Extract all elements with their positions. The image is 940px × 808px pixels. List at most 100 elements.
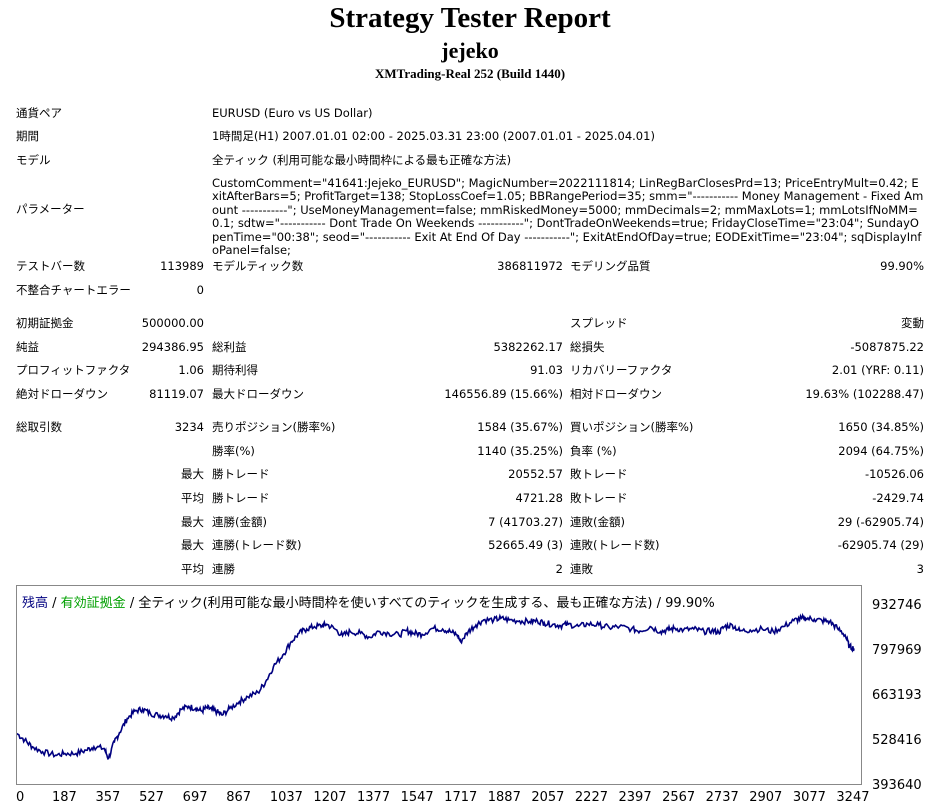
avg-cons-win-label: 連勝 [212, 562, 235, 576]
gross-loss-label: 総損失 [570, 340, 605, 354]
bars-label: テストバー数 [16, 259, 85, 273]
expected-payoff-label: 期待利得 [212, 363, 258, 377]
abs-drawdown-value: 81119.07 [149, 387, 204, 401]
max-cons-cnt-row-label: 最大 [181, 538, 204, 552]
balance-chart-svg [17, 612, 855, 760]
x-tick-label: 3247 [836, 790, 870, 805]
recovery-factor-label: リカバリーファクタ [570, 363, 673, 377]
net-profit-label: 純益 [16, 340, 39, 354]
cons-loss-amt-label: 連敗(金額) [570, 515, 625, 529]
cons-loss-cnt-value: -62905.74 (29) [837, 538, 924, 552]
win-rate-value: 1140 (35.25%) [477, 444, 563, 458]
x-tick-label: 357 [95, 790, 121, 805]
period-value: 1時間足(H1) 2007.01.01 02:00 - 2025.03.31 2… [212, 129, 655, 143]
long-positions-label: 買いポジション(勝率%) [570, 420, 694, 434]
x-tick-label: 2397 [618, 790, 652, 805]
bars-value: 113989 [160, 259, 204, 273]
legend-description: 全ティック(利用可能な最小時間枠を使いすべてのティックを生成する、最も正確な方法… [138, 596, 715, 611]
largest-loss-label: 敗トレード [570, 467, 628, 481]
spread-value: 変動 [901, 316, 924, 330]
legend-equity: 有効証拠金 [60, 596, 126, 611]
rel-drawdown-label: 相対ドローダウン [570, 387, 662, 401]
report-title: Strategy Tester Report [329, 2, 611, 34]
largest-win-value: 20552.57 [508, 467, 563, 481]
legend-balance: 残高 [22, 596, 49, 611]
avg-win-label: 勝トレード [212, 491, 270, 505]
x-tick-label: 2567 [662, 790, 696, 805]
largest-win-label: 勝トレード [212, 467, 270, 481]
avg-cons-loss-label: 連敗 [570, 562, 593, 576]
average-row-label: 平均 [181, 491, 204, 505]
loss-rate-label: 負率 (%) [570, 444, 617, 458]
avg-cons-loss-value: 3 [916, 562, 924, 576]
total-trades-value: 3234 [174, 420, 204, 434]
chart-legend: 残高 / 有効証拠金 / 全ティック(利用可能な最小時間枠を使いすべてのティック… [22, 592, 715, 611]
server-info: XMTrading-Real 252 (Build 1440) [374, 66, 566, 81]
balance-line [17, 612, 855, 760]
mismatch-value: 0 [196, 283, 204, 297]
win-rate-label: 勝率(%) [212, 444, 255, 458]
report-subtitle: jejeko [441, 38, 499, 63]
max-drawdown-label: 最大ドローダウン [212, 387, 304, 401]
avg-win-value: 4721.28 [515, 491, 563, 505]
deposit-label: 初期証拠金 [16, 316, 74, 330]
profit-factor-label: プロフィットファクタ [16, 363, 131, 377]
avg-loss-label: 敗トレード [570, 491, 628, 505]
y-tick-label: 932746 [872, 598, 922, 613]
gross-profit-value: 5382262.17 [493, 340, 563, 354]
x-tick-label: 1717 [444, 790, 478, 805]
legend-separator: / [48, 596, 61, 611]
x-tick-label: 867 [226, 790, 252, 805]
net-profit-value: 294386.95 [141, 340, 204, 354]
cons-win-amt-label: 連勝(金額) [212, 515, 267, 529]
model-label: モデル [16, 153, 51, 167]
quality-value: 99.90% [880, 259, 924, 273]
y-tick-label: 393640 [872, 778, 922, 793]
x-tick-label: 0 [16, 790, 25, 805]
x-tick-label: 3077 [792, 790, 826, 805]
x-tick-label: 2907 [749, 790, 783, 805]
deposit-value: 500000.00 [141, 316, 204, 330]
spread-label: スプレッド [570, 316, 628, 330]
cons-loss-cnt-label: 連敗(トレード数) [570, 538, 660, 552]
avg-cons-row-label: 平均 [181, 562, 204, 576]
x-tick-label: 2227 [574, 790, 608, 805]
x-tick-label: 697 [182, 790, 208, 805]
max-cons-amt-row-label: 最大 [181, 515, 204, 529]
balance-chart [16, 585, 862, 785]
long-positions-value: 1650 (34.85%) [838, 420, 924, 434]
max-drawdown-value: 146556.89 (15.66%) [444, 387, 563, 401]
y-tick-label: 797969 [872, 643, 922, 658]
short-positions-value: 1584 (35.67%) [477, 420, 563, 434]
x-tick-label: 1547 [400, 790, 434, 805]
symbol-label: 通貨ペア [16, 106, 62, 120]
short-positions-label: 売りポジション(勝率%) [212, 420, 336, 434]
x-tick-label: 2057 [531, 790, 565, 805]
cons-loss-amt-value: 29 (-62905.74) [837, 515, 924, 529]
cons-win-amt-value: 7 (41703.27) [488, 515, 563, 529]
period-label: 期間 [16, 129, 39, 143]
profit-factor-value: 1.06 [178, 363, 204, 377]
total-trades-label: 総取引数 [16, 420, 62, 434]
x-tick-label: 1037 [269, 790, 303, 805]
params-value: CustomComment="41641:Jejeko_EURUSD"; Mag… [212, 176, 924, 258]
avg-loss-value: -2429.74 [872, 491, 924, 505]
rel-drawdown-value: 19.63% (102288.47) [805, 387, 924, 401]
model-value: 全ティック (利用可能な最小時間枠による最も正確な方法) [212, 153, 512, 167]
x-tick-label: 1887 [487, 790, 521, 805]
y-tick-label: 663193 [872, 688, 922, 703]
cons-win-cnt-value: 52665.49 (3) [488, 538, 563, 552]
symbol-value: EURUSD (Euro vs US Dollar) [212, 106, 373, 120]
ticks-value: 386811972 [497, 259, 563, 273]
largest-loss-value: -10526.06 [864, 467, 924, 481]
cons-win-cnt-label: 連勝(トレード数) [212, 538, 302, 552]
largest-row-label: 最大 [181, 467, 204, 481]
loss-rate-value: 2094 (64.75%) [838, 444, 924, 458]
x-tick-label: 527 [139, 790, 164, 805]
y-tick-label: 528416 [872, 733, 922, 748]
quality-label: モデリング品質 [570, 259, 651, 273]
gross-loss-value: -5087875.22 [850, 340, 924, 354]
x-tick-label: 1207 [313, 790, 347, 805]
abs-drawdown-label: 絶対ドローダウン [16, 387, 108, 401]
ticks-label: モデルティック数 [212, 259, 304, 273]
